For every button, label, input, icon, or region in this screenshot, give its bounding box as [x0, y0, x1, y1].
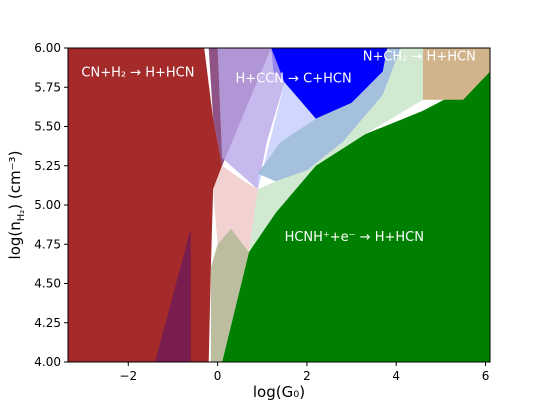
- x-tick-label: −2: [119, 369, 137, 383]
- y-tick-label: 5.00: [34, 198, 61, 212]
- y-tick-label: 6.00: [34, 41, 61, 55]
- region-label-0: CN+H₂ → H+HCN: [81, 65, 194, 80]
- y-axis-label-tail: ) (cm⁻³): [6, 151, 24, 210]
- region-4: [271, 48, 388, 119]
- region-5: [423, 48, 490, 100]
- y-tick-label: 5.75: [34, 80, 61, 94]
- region-label-5: N+CH₂ → H+HCN: [363, 50, 476, 65]
- region-0: [68, 48, 223, 362]
- region-7: [257, 82, 316, 190]
- y-axis-label-sub: H₂: [16, 210, 27, 222]
- region-label-3: HCNH⁺+e⁻ → H+HCN: [285, 230, 424, 245]
- region-11: [210, 228, 249, 362]
- x-tick-label: 0: [214, 369, 222, 383]
- y-tick-label: 4.50: [34, 277, 61, 291]
- x-tick-label: 2: [303, 369, 311, 383]
- y-axis-label-main: log(n: [6, 221, 24, 259]
- ticks-layer: −2 0 2 4 6 4.00 4.25 4.50 4.75 5.00 5.25 5.50 5.75 6.…: [34, 41, 489, 383]
- y-axis-label: log(nH₂) (cm⁻³): [6, 151, 27, 260]
- region-1: [155, 228, 191, 362]
- x-tick-label: 6: [482, 369, 490, 383]
- y-tick-label: 4.75: [34, 237, 61, 251]
- region-9: [248, 48, 423, 253]
- y-tick-label: 4.00: [34, 355, 61, 369]
- x-tick-label: 4: [392, 369, 400, 383]
- region-10: [213, 165, 258, 253]
- y-tick-label: 5.25: [34, 159, 61, 173]
- region-label-4: H+CCN → C+HCN: [235, 72, 351, 87]
- region-8: [257, 48, 401, 182]
- region-labels-layer: CN+H₂ → H+HCN HCNH⁺+e⁻ → H+HCN H+CCN → C+H…: [81, 50, 475, 246]
- region-3: [222, 71, 490, 362]
- regions-layer: [68, 48, 490, 362]
- x-axis-label: log(G₀): [253, 383, 305, 401]
- region-6: [217, 48, 285, 190]
- y-tick-label: 4.25: [34, 316, 61, 330]
- y-tick-label: 5.50: [34, 120, 61, 134]
